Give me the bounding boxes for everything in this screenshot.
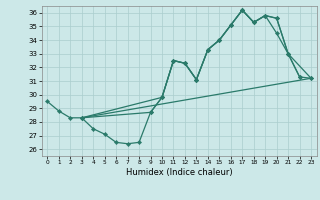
X-axis label: Humidex (Indice chaleur): Humidex (Indice chaleur) <box>126 168 233 177</box>
